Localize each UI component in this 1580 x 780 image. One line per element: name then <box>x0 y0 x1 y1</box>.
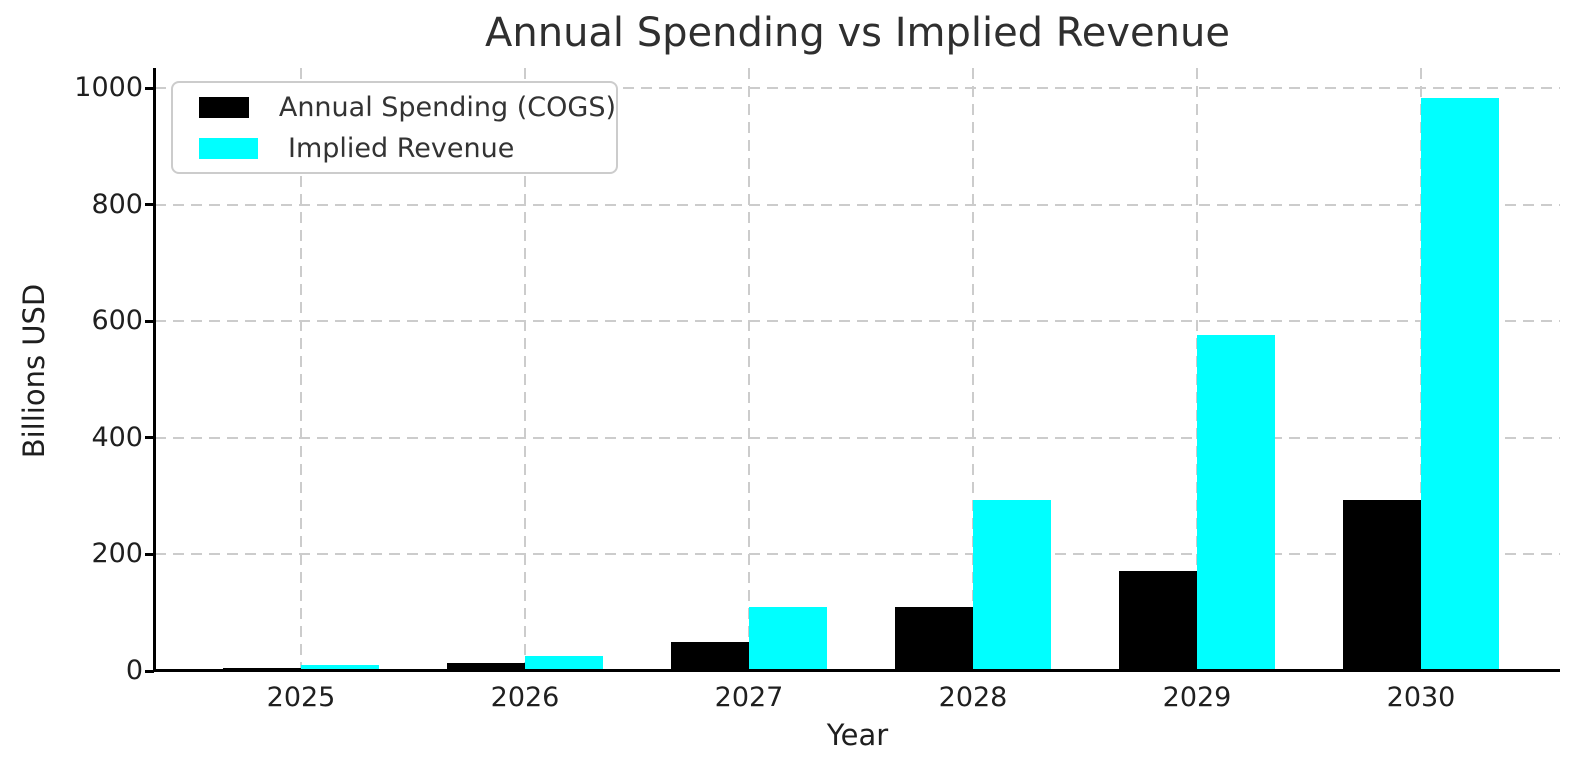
gridline-x-2026 <box>524 68 526 671</box>
legend-label-spending: Annual Spending (COGS) <box>278 91 616 123</box>
gridline-x-2025 <box>300 68 302 671</box>
ytick-label-400: 400 <box>91 421 143 453</box>
xtick-label-2026: 2026 <box>490 682 560 713</box>
gridline-y-600 <box>155 320 1560 323</box>
ytick-label-0: 0 <box>125 655 143 686</box>
plot-area: Annual Spending (COGS) Implied Revenue <box>153 68 1560 672</box>
bar-implied-revenue-2026 <box>525 656 603 671</box>
legend-item-spending: Annual Spending (COGS) <box>173 91 616 123</box>
ytick-mark-1000 <box>145 86 154 90</box>
ytick-label-1000: 1000 <box>74 72 143 104</box>
legend-swatch-revenue <box>199 137 258 159</box>
bar-annual-spending-cogs-2026 <box>447 663 525 671</box>
bar-annual-spending-cogs-2028 <box>895 607 973 671</box>
gridline-x-2027 <box>748 68 750 671</box>
ytick-mark-600 <box>145 319 154 323</box>
gridline-y-200 <box>155 553 1560 556</box>
bar-implied-revenue-2030 <box>1421 98 1499 671</box>
ytick-mark-800 <box>145 203 154 207</box>
bar-annual-spending-cogs-2030 <box>1343 500 1421 671</box>
y-axis-label: Billions USD <box>17 283 51 459</box>
gridline-y-400 <box>155 436 1560 439</box>
legend: Annual Spending (COGS) Implied Revenue <box>171 81 618 174</box>
x-axis-spine <box>153 669 1560 672</box>
xtick-label-2025: 2025 <box>266 682 336 713</box>
bar-annual-spending-cogs-2029 <box>1119 571 1197 671</box>
y-axis-spine <box>153 68 156 671</box>
bar-implied-revenue-2029 <box>1197 335 1275 671</box>
ytick-mark-0 <box>145 669 154 673</box>
gridline-x-2028 <box>972 68 974 671</box>
chart-title: Annual Spending vs Implied Revenue <box>485 10 1230 56</box>
gridline-y-1000 <box>155 87 1560 90</box>
legend-swatch-spending <box>199 96 249 118</box>
ytick-mark-200 <box>145 552 154 556</box>
ytick-label-600: 600 <box>91 305 143 337</box>
xtick-label-2029: 2029 <box>1162 682 1232 713</box>
ytick-mark-400 <box>145 436 154 440</box>
xtick-label-2027: 2027 <box>714 682 784 713</box>
xtick-label-2030: 2030 <box>1386 682 1456 713</box>
xtick-label-2028: 2028 <box>938 682 1008 713</box>
legend-label-revenue: Implied Revenue <box>288 132 515 164</box>
legend-item-revenue: Implied Revenue <box>173 132 616 164</box>
bar-implied-revenue-2027 <box>749 607 827 671</box>
gridline-y-800 <box>155 203 1560 206</box>
bar-implied-revenue-2025 <box>301 665 379 671</box>
bar-implied-revenue-2028 <box>973 500 1051 671</box>
ytick-label-200: 200 <box>91 538 143 570</box>
x-axis-label: Year <box>826 718 889 752</box>
ytick-label-800: 800 <box>91 188 143 220</box>
bar-annual-spending-cogs-2027 <box>671 642 749 671</box>
